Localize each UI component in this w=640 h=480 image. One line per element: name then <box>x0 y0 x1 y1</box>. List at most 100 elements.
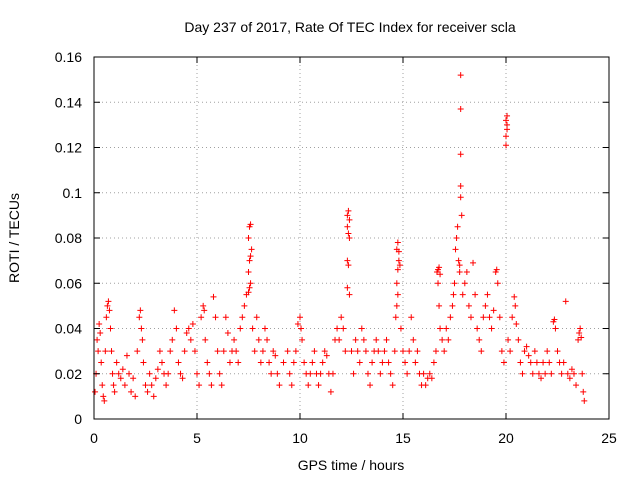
y-tick-label: 0.06 <box>55 275 82 291</box>
data-point <box>369 359 376 366</box>
data-point <box>123 352 130 359</box>
x-tick-label: 5 <box>193 430 201 446</box>
y-tick-label: 0.02 <box>55 366 82 382</box>
data-point <box>323 352 330 359</box>
data-point <box>410 336 417 343</box>
data-point <box>426 370 433 377</box>
data-point <box>394 266 401 273</box>
data-point <box>214 348 221 355</box>
data-point <box>457 194 464 201</box>
data-point <box>115 370 122 377</box>
data-point <box>467 314 474 321</box>
data-point <box>290 359 297 366</box>
data-point <box>171 307 178 314</box>
data-point <box>175 359 182 366</box>
data-point <box>345 230 352 237</box>
data-point <box>345 207 352 214</box>
data-point <box>498 348 505 355</box>
data-point <box>299 336 306 343</box>
data-point <box>284 348 291 355</box>
data-point <box>248 246 255 253</box>
data-point <box>490 307 497 314</box>
data-points <box>92 72 588 404</box>
data-point <box>257 359 264 366</box>
data-point <box>387 370 394 377</box>
data-point <box>521 348 528 355</box>
data-point <box>562 298 569 305</box>
data-point <box>573 382 580 389</box>
data-point <box>173 325 180 332</box>
data-point <box>344 223 351 230</box>
data-point <box>266 359 273 366</box>
data-point <box>505 336 512 343</box>
data-point <box>224 330 231 337</box>
data-point <box>525 352 532 359</box>
data-point <box>100 393 107 400</box>
data-point <box>165 370 172 377</box>
y-tick-labels: 0 0.02 0.04 0.06 0.08 0.1 0.12 0.14 0.16 <box>55 49 82 427</box>
data-point <box>470 259 477 266</box>
data-point <box>136 314 143 321</box>
data-point <box>354 348 361 355</box>
data-point <box>457 106 464 113</box>
data-point <box>346 235 353 241</box>
x-tick-label: 0 <box>90 430 98 446</box>
data-point <box>111 388 118 395</box>
data-point <box>437 325 444 332</box>
data-point <box>519 370 526 377</box>
data-point <box>150 393 157 400</box>
data-point <box>259 348 266 355</box>
data-point <box>577 325 584 332</box>
data-point <box>381 348 388 355</box>
y-tick-label: 0.12 <box>55 140 82 156</box>
data-point <box>98 359 105 366</box>
data-point <box>185 325 192 332</box>
data-point <box>456 262 463 269</box>
data-point <box>578 334 585 341</box>
y-tick-label: 0.14 <box>55 94 82 110</box>
data-point <box>179 375 186 382</box>
data-point <box>461 280 468 287</box>
data-point <box>379 359 386 366</box>
data-point <box>412 359 419 366</box>
data-point <box>117 375 124 382</box>
data-point <box>484 291 491 298</box>
data-point <box>517 359 524 366</box>
data-point <box>272 352 279 359</box>
data-point <box>148 382 155 389</box>
data-point <box>126 370 133 377</box>
y-tick-label: 0.08 <box>55 230 82 246</box>
data-point <box>480 314 487 321</box>
data-point <box>97 330 104 337</box>
data-point <box>348 348 355 355</box>
data-point <box>247 253 254 260</box>
data-point <box>546 359 553 366</box>
data-point <box>212 314 219 321</box>
data-point <box>276 382 283 389</box>
data-point <box>482 302 489 309</box>
data-point <box>261 325 268 332</box>
data-point <box>202 336 209 343</box>
data-point <box>280 359 287 366</box>
data-point <box>457 151 464 158</box>
data-point <box>327 388 334 395</box>
grid-lines <box>94 57 609 419</box>
data-point <box>146 370 153 377</box>
data-point <box>152 375 159 382</box>
data-point <box>395 248 402 255</box>
data-point <box>191 348 198 355</box>
data-point <box>494 280 501 287</box>
data-point <box>350 370 357 377</box>
data-point <box>346 216 353 223</box>
data-point <box>105 298 112 305</box>
data-point <box>169 336 176 343</box>
data-point <box>309 359 316 366</box>
data-point <box>360 336 367 343</box>
data-point <box>496 314 503 321</box>
data-point <box>218 382 225 389</box>
data-point <box>362 348 369 355</box>
data-point <box>406 348 413 355</box>
data-point <box>102 348 109 355</box>
data-point <box>394 239 401 246</box>
data-point <box>208 382 215 389</box>
